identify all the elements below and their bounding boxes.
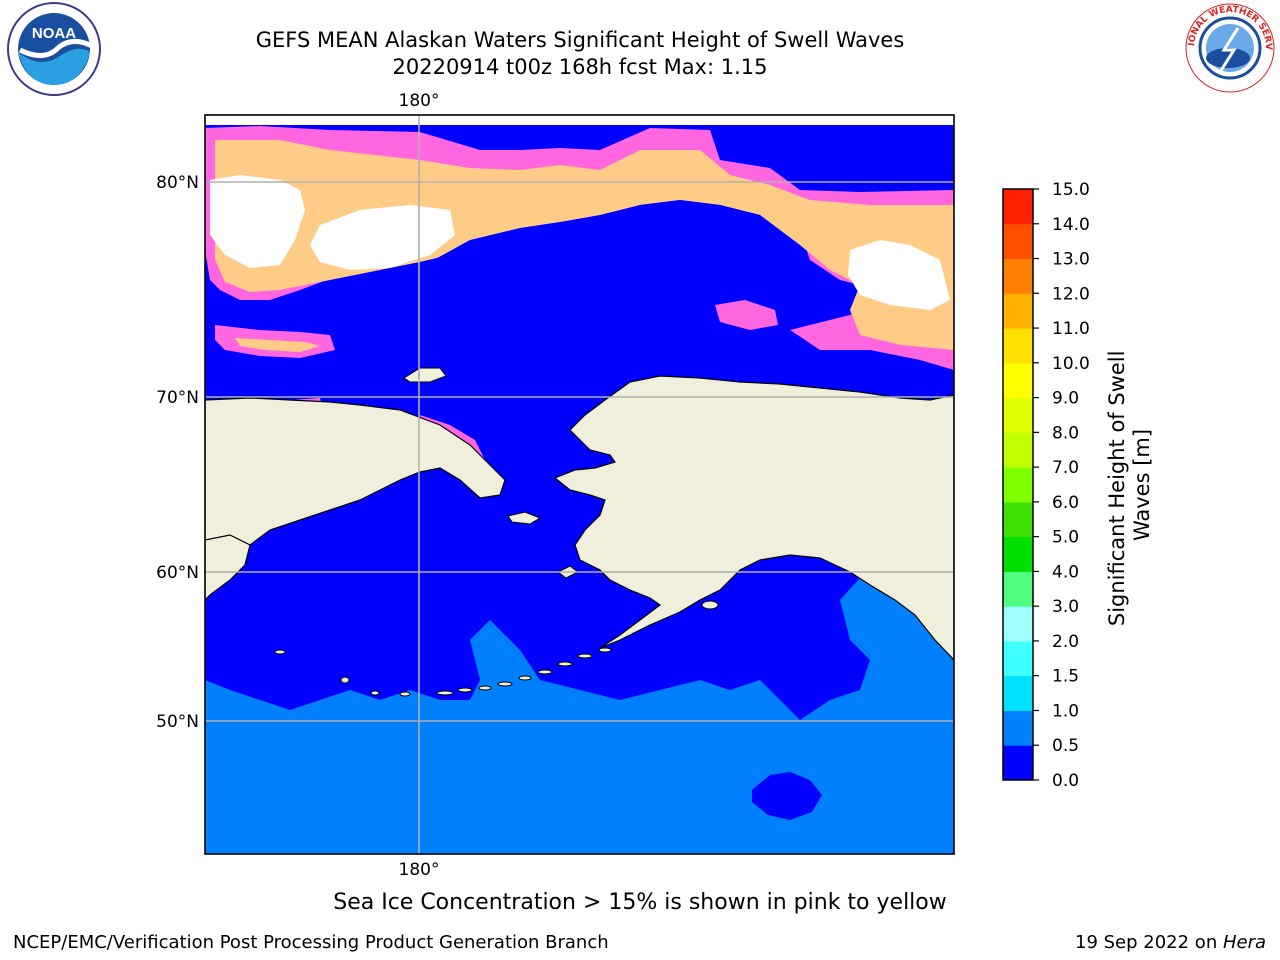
footer-date: 19 Sep 2022 on Hera bbox=[1075, 932, 1266, 953]
colorbar-segment bbox=[1003, 258, 1033, 294]
colorbar-tick-label: 11.0 bbox=[1052, 319, 1090, 339]
colorbar-segment bbox=[1003, 745, 1033, 781]
colorbar-segment bbox=[1003, 467, 1033, 503]
chart-subtitle: 20220914 t00z 168h fcst Max: 1.15 bbox=[392, 55, 768, 79]
lat-label-50n: 50°N bbox=[156, 712, 199, 732]
colorbar-tick-label: 0.0 bbox=[1052, 771, 1079, 791]
colorbar-segment bbox=[1003, 640, 1033, 677]
colorbar-segment bbox=[1003, 501, 1033, 538]
noaa-logo: NOAA bbox=[7, 2, 101, 96]
no-data-patch bbox=[848, 240, 950, 310]
colorbar-tick-label: 1.0 bbox=[1052, 701, 1079, 721]
colorbar-segment bbox=[1003, 293, 1033, 329]
colorbar-tick-label: 9.0 bbox=[1052, 389, 1079, 409]
colorbar-tick-label: 4.0 bbox=[1052, 562, 1079, 582]
lat-label-80n: 80°N bbox=[156, 173, 199, 193]
sea-ice-arctic-inner bbox=[215, 140, 954, 350]
colorbar-segment bbox=[1003, 571, 1033, 607]
land-chukotka bbox=[205, 397, 506, 571]
colorbar-tick-label: 8.0 bbox=[1052, 423, 1079, 443]
sea-ice-band bbox=[715, 300, 778, 330]
ocean-low-region-pacific bbox=[752, 772, 822, 820]
aleutian-islands bbox=[274, 600, 719, 697]
graticule bbox=[205, 115, 954, 854]
colorbar-segment bbox=[1003, 397, 1033, 433]
noaa-logo-text: NOAA bbox=[32, 25, 76, 42]
colorbar-segment bbox=[1003, 536, 1033, 572]
colorbar-segment bbox=[1003, 362, 1033, 399]
colorbar-label: Significant Height of Swell Waves [m] bbox=[1105, 344, 1154, 626]
colorbar-tick-label: 7.0 bbox=[1052, 458, 1079, 478]
colorbar-label-line1: Significant Height of Swell bbox=[1105, 351, 1129, 627]
colorbar-tick-label: 13.0 bbox=[1052, 250, 1090, 270]
colorbar-tick-label: 1.5 bbox=[1052, 667, 1079, 687]
colorbar-tick-label: 6.0 bbox=[1052, 493, 1079, 513]
colorbar-tick-label: 2.0 bbox=[1052, 632, 1079, 652]
map-plot bbox=[205, 115, 954, 854]
footer-credit: NCEP/EMC/Verification Post Processing Pr… bbox=[13, 932, 609, 953]
colorbar-segment bbox=[1003, 675, 1033, 711]
footer-date-text: 19 Sep 2022 on bbox=[1075, 932, 1223, 953]
lat-label-70n: 70°N bbox=[156, 388, 199, 408]
colorbar-segment bbox=[1003, 223, 1033, 260]
colorbar-segment bbox=[1003, 432, 1033, 468]
colorbar-frame bbox=[1002, 188, 1034, 781]
lon-label-top: 180° bbox=[399, 91, 440, 111]
ocean-low-region-sw bbox=[205, 580, 330, 680]
land-st-lawrence-island bbox=[507, 511, 542, 525]
footer-host: Hera bbox=[1222, 932, 1266, 953]
colorbar-tick-label: 5.0 bbox=[1052, 528, 1079, 548]
colorbar-segment bbox=[1003, 189, 1033, 225]
map-frame bbox=[204, 114, 955, 855]
colorbar: 0.0 0.5 1.0 1.5 2.0 3.0 4.0 5.0 6.0 7.0 8.0 9.0 10.0… bbox=[1003, 180, 1090, 791]
no-data-patch bbox=[210, 175, 305, 268]
colorbar-tick-label: 10.0 bbox=[1052, 354, 1090, 374]
nws-logo: NATIONAL WEATHER SERVICE bbox=[1180, 0, 1275, 93]
colorbar-tick-label: 14.0 bbox=[1052, 215, 1090, 235]
sea-ice-band bbox=[235, 338, 320, 352]
sea-ice-note: Sea Ice Concentration > 15% is shown in … bbox=[333, 890, 947, 915]
lat-label-60n: 60°N bbox=[156, 563, 199, 583]
colorbar-segment bbox=[1003, 328, 1033, 364]
lon-label-bottom: 180° bbox=[399, 860, 440, 880]
land-alaska bbox=[553, 375, 954, 661]
no-data-patch bbox=[205, 115, 954, 125]
colorbar-tick-label: 12.0 bbox=[1052, 284, 1090, 304]
chart-title: GEFS MEAN Alaskan Waters Significant Hei… bbox=[255, 28, 905, 52]
colorbar-label-line2: Waves [m] bbox=[1130, 429, 1154, 541]
colorbar-tick-label: 0.5 bbox=[1052, 736, 1079, 756]
colorbar-tick-label: 3.0 bbox=[1052, 597, 1079, 617]
colorbar-tick-label: 15.0 bbox=[1052, 180, 1090, 200]
colorbar-segment bbox=[1003, 606, 1033, 642]
colorbar-segment bbox=[1003, 710, 1033, 746]
land-wrangel-island bbox=[403, 367, 447, 383]
